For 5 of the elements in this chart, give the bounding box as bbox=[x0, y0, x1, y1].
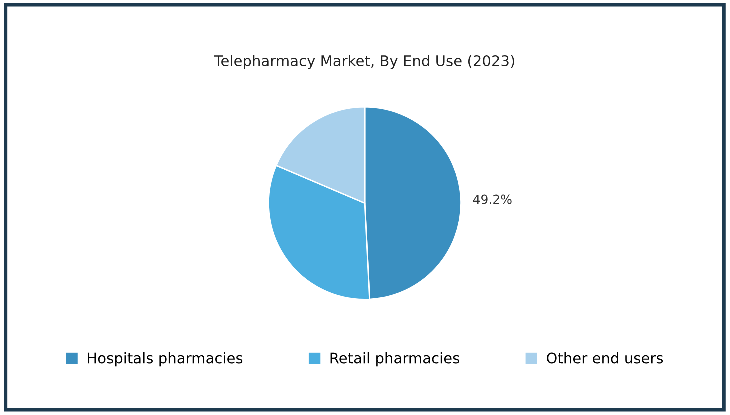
chart-title: Telepharmacy Market, By End Use (2023) bbox=[214, 55, 514, 70]
legend-label: Hospitals pharmacies bbox=[88, 352, 243, 367]
data-label: 49.2% bbox=[473, 194, 512, 204]
legend-label: Retail pharmacies bbox=[330, 352, 460, 367]
legend-label: Other end users bbox=[547, 352, 664, 364]
